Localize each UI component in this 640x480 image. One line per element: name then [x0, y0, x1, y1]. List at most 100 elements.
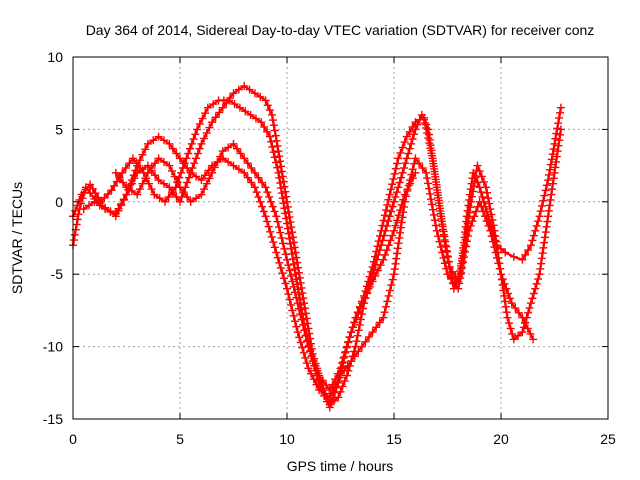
data-point-interp	[546, 195, 555, 204]
data-point-interp	[552, 129, 561, 138]
data-point-interp	[508, 329, 517, 338]
data-point-interp	[234, 165, 243, 174]
data-point	[501, 248, 510, 257]
data-point-interp	[141, 174, 150, 183]
data-point-interp	[151, 171, 160, 180]
data-point-interp	[279, 199, 288, 208]
data-point-interp	[114, 204, 123, 213]
data-point-interp	[526, 329, 535, 338]
data-point-interp	[428, 205, 437, 214]
data-point-interp	[440, 259, 449, 268]
data-point-interp	[433, 185, 442, 194]
data-point-interp	[209, 100, 218, 109]
data-point-interp	[288, 277, 297, 286]
data-point-interp	[277, 162, 286, 171]
data-point-interp	[95, 201, 104, 210]
data-point	[518, 313, 527, 322]
data-point-interp	[373, 266, 382, 275]
data-point-interp	[301, 353, 310, 362]
data-point-interp	[396, 206, 405, 215]
data-point-interp	[301, 331, 310, 340]
data-point-interp	[292, 322, 301, 331]
data-point-interp	[296, 310, 305, 319]
data-point-interp	[470, 212, 479, 221]
data-point-interp	[532, 221, 541, 230]
series-sat-c	[79, 132, 538, 402]
data-point-interp	[333, 369, 342, 378]
data-point-interp	[313, 366, 322, 375]
data-point	[77, 190, 86, 199]
data-point	[272, 212, 281, 221]
data-point-interp	[285, 234, 294, 243]
data-point-interp	[81, 185, 90, 194]
data-point-interp	[202, 179, 211, 188]
data-point-interp	[397, 200, 406, 209]
data-point-interp	[439, 227, 448, 236]
data-point-interp	[309, 375, 318, 384]
data-point	[240, 168, 249, 177]
data-point-interp	[343, 361, 352, 370]
plot-frame	[72, 56, 609, 420]
data-point-interp	[392, 188, 401, 197]
data-point	[535, 212, 544, 221]
data-point-interp	[468, 217, 477, 226]
data-point-interp	[385, 286, 394, 295]
data-point-interp	[438, 222, 447, 231]
data-point	[165, 161, 174, 170]
x-axis-title: GPS time / hours	[287, 458, 394, 474]
data-point	[208, 168, 217, 177]
data-point-interp	[129, 171, 138, 180]
data-point-interp	[467, 192, 476, 201]
data-point-interp	[267, 232, 276, 241]
data-point-interp	[72, 220, 81, 229]
data-point	[379, 255, 388, 264]
data-point-interp	[254, 192, 263, 201]
data-point-interp	[71, 206, 80, 215]
data-point-interp	[544, 170, 553, 179]
data-point-interp	[247, 178, 256, 187]
data-point-interp	[372, 247, 381, 256]
data-point-interp	[457, 268, 466, 277]
data-point-interp	[352, 313, 361, 322]
data-point	[402, 154, 411, 163]
data-point-interp	[192, 194, 201, 203]
data-point-interp	[184, 149, 193, 158]
data-point-interp	[531, 226, 540, 235]
data-point	[503, 313, 512, 322]
data-point-interp	[434, 232, 443, 241]
data-point-interp	[408, 174, 417, 183]
data-point-interp	[100, 193, 109, 202]
data-point-interp	[274, 223, 283, 232]
data-point-interp	[442, 264, 451, 273]
data-point	[411, 154, 420, 163]
data-point-interp	[273, 163, 282, 172]
data-point-interp	[277, 234, 286, 242]
data-point	[165, 139, 174, 148]
data-point-interp	[354, 308, 363, 317]
data-point-interp	[546, 160, 555, 169]
data-point	[518, 328, 527, 337]
data-point-interp	[396, 148, 405, 157]
data-point	[385, 212, 394, 221]
data-point-interp	[275, 152, 284, 161]
data-point-interp	[404, 149, 413, 158]
data-point-interp	[187, 139, 196, 148]
data-point	[101, 205, 110, 214]
data-point-interp	[279, 274, 288, 283]
data-point-interp	[269, 121, 278, 130]
data-point	[229, 89, 238, 98]
data-point	[122, 190, 131, 199]
data-point-interp	[443, 252, 452, 261]
data-point-interp	[435, 201, 444, 210]
data-point-interp	[552, 152, 561, 161]
data-point-interp	[269, 148, 278, 157]
data-point-interp	[276, 157, 285, 166]
data-point	[250, 89, 259, 98]
data-point-interp	[490, 243, 499, 252]
x-tick-label: 0	[69, 431, 77, 447]
data-point-interp	[259, 207, 268, 216]
data-point-interp	[400, 138, 409, 147]
y-tick-label: -10	[43, 339, 63, 355]
data-point-interp	[388, 231, 397, 240]
data-point-interp	[423, 129, 432, 138]
